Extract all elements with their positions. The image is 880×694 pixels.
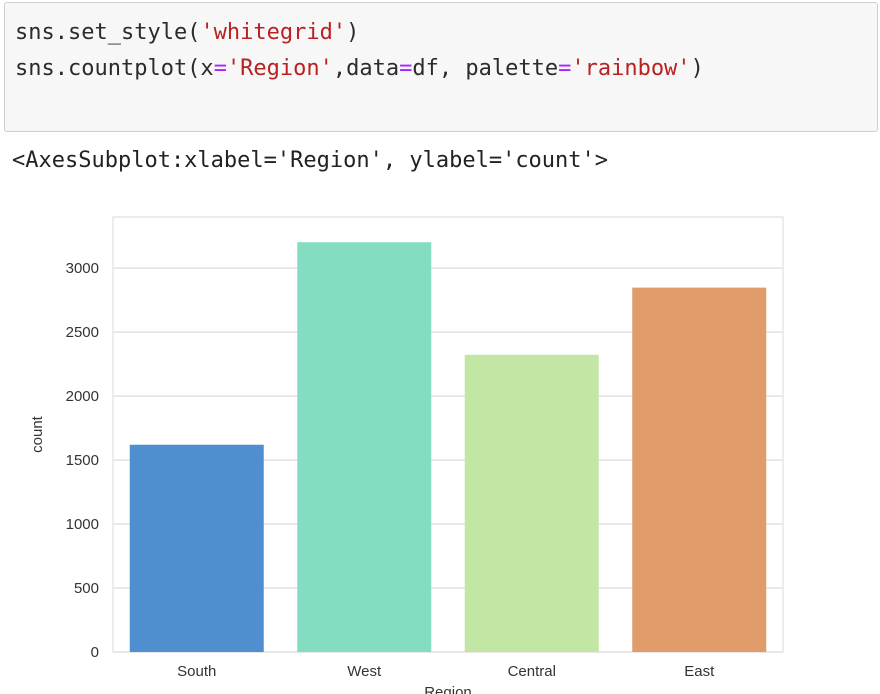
x-tick-label: Central: [508, 663, 556, 680]
bar-west: [297, 242, 432, 652]
code-string-token: 'whitegrid': [200, 20, 347, 45]
x-tick-label: West: [347, 663, 382, 680]
x-tick-label: East: [684, 663, 715, 680]
code-token: ,data: [332, 56, 400, 81]
bar-south: [129, 444, 264, 652]
bar-central: [464, 354, 599, 652]
code-line-2: sns.countplot(x='Region',data=df, palett…: [15, 51, 867, 87]
output-repr-text: <AxesSubplot:xlabel='Region', ylabel='co…: [12, 148, 609, 173]
code-token: sns.countplot(x: [15, 56, 214, 81]
x-tick-label: South: [177, 663, 216, 680]
y-tick-label: 2500: [66, 324, 99, 341]
code-token: sns.set_style(: [15, 20, 201, 45]
y-tick-label: 0: [91, 644, 99, 661]
y-tick-label: 2000: [66, 388, 99, 405]
code-operator-token: =: [213, 56, 227, 81]
code-token: df, palette: [412, 56, 559, 81]
code-cell[interactable]: sns.set_style('whitegrid') sns.countplot(…: [4, 2, 878, 132]
code-operator-token: =: [399, 56, 413, 81]
y-tick-label: 1500: [66, 452, 99, 469]
y-axis-label: count: [29, 415, 46, 453]
code-line-1: sns.set_style('whitegrid'): [15, 15, 867, 51]
y-tick-label: 3000: [66, 260, 99, 277]
code-token: ): [346, 20, 360, 45]
code-operator-token: =: [558, 56, 572, 81]
code-string-token: 'rainbow': [571, 56, 691, 81]
bar-east: [632, 287, 767, 652]
y-tick-label: 1000: [66, 516, 99, 533]
countplot-chart: 0 500 1000 1500 2000 2500 3000 South West Central…: [29, 216, 784, 694]
y-tick-label: 500: [74, 580, 99, 597]
code-token: ): [690, 56, 704, 81]
code-string-token: 'Region': [226, 56, 333, 81]
x-axis-label: Region: [424, 684, 472, 694]
